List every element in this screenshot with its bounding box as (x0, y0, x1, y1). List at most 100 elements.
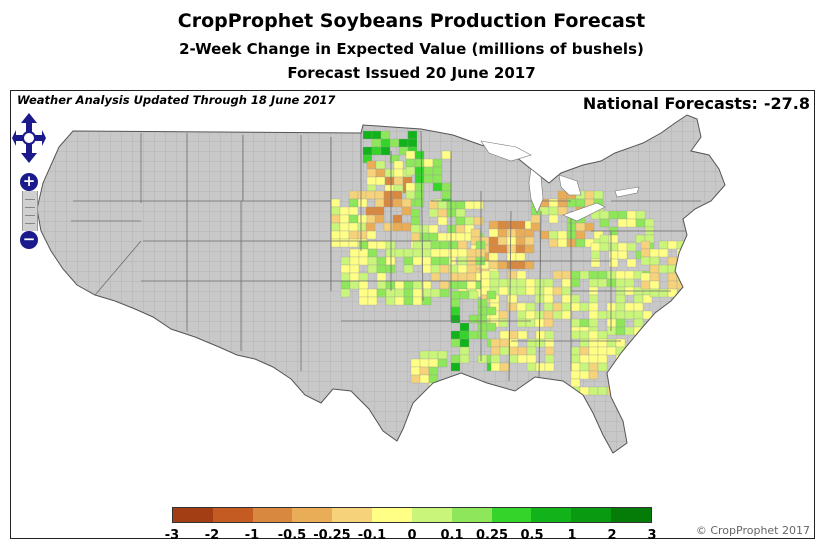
county-cell (365, 206, 376, 216)
legend-color-bar (172, 507, 652, 523)
county-cell (579, 354, 590, 364)
county-cell (459, 322, 470, 332)
county-cell (499, 338, 510, 348)
county-cell (441, 190, 452, 200)
county-cell (430, 288, 441, 298)
county-cell (649, 256, 660, 266)
county-cell (339, 230, 350, 240)
county-cell (330, 206, 341, 216)
legend-swatch (252, 508, 293, 522)
county-cell (488, 236, 499, 246)
county-cell (497, 228, 508, 238)
county-cell (507, 270, 518, 280)
county-cell (566, 238, 577, 248)
county-cell (446, 208, 457, 218)
county-cell (606, 326, 617, 336)
county-cell (490, 346, 501, 356)
county-cell (439, 256, 450, 266)
county-cell (552, 302, 563, 312)
county-cell (517, 330, 528, 340)
pan-center-icon[interactable] (22, 131, 36, 145)
county-cell (579, 338, 590, 348)
county-cell (624, 310, 635, 320)
legend-swatch (451, 508, 492, 522)
county-cell (392, 198, 403, 208)
county-cell (588, 318, 599, 328)
county-cell (468, 330, 479, 340)
map-frame[interactable]: Weather Analysis Updated Through 18 June… (10, 90, 815, 539)
county-cell (394, 280, 405, 290)
county-cell (570, 346, 581, 356)
county-cell (506, 252, 517, 262)
county-cell (588, 370, 599, 380)
county-cell (498, 310, 509, 320)
pan-control[interactable] (12, 111, 46, 165)
county-cell (498, 286, 509, 296)
county-cell (367, 264, 378, 274)
county-cell (489, 278, 500, 288)
conus-land (37, 115, 725, 453)
county-cell (348, 230, 359, 240)
conus-outline (36, 114, 726, 454)
county-cell (357, 222, 368, 232)
county-cell (358, 280, 369, 290)
county-cell (376, 240, 387, 250)
zoom-out-button[interactable]: − (20, 231, 38, 249)
county-cell (526, 362, 537, 372)
legend-swatch (491, 508, 532, 522)
county-cell (410, 208, 421, 218)
legend-tick-label: 0 (407, 528, 417, 543)
county-cell (570, 318, 581, 328)
county-cell (608, 258, 619, 268)
county-cell (597, 386, 608, 396)
county-cell (473, 200, 484, 210)
county-cell (507, 294, 518, 304)
county-cell (588, 294, 599, 304)
lake-ontario (614, 186, 640, 198)
county-cell (374, 206, 385, 216)
county-cell (392, 214, 403, 224)
county-cell (466, 264, 477, 274)
county-cell (530, 214, 541, 224)
county-cell (393, 160, 404, 170)
county-cell (516, 318, 527, 328)
county-cell (410, 374, 421, 384)
county-cell (466, 272, 477, 282)
legend-tick-label: -1 (244, 528, 260, 543)
county-cell (340, 264, 351, 274)
county-cell (606, 302, 617, 312)
county-cell (450, 306, 461, 316)
county-cell (367, 288, 378, 298)
county-cell (658, 240, 669, 250)
county-cell (414, 150, 425, 160)
county-cell (448, 280, 459, 290)
county-cell (597, 362, 608, 372)
us-county-map[interactable] (11, 91, 815, 539)
county-cell (430, 264, 441, 274)
county-cell (466, 248, 477, 258)
county-cell (640, 280, 651, 290)
county-cell (450, 290, 461, 300)
county-cell (548, 198, 559, 208)
county-cell (599, 242, 610, 252)
county-cell (475, 240, 486, 250)
county-cell (615, 294, 626, 304)
county-cell (544, 362, 555, 372)
zoom-in-button[interactable]: + (20, 173, 38, 191)
county-cell (606, 310, 617, 320)
county-cell (477, 306, 488, 316)
county-cell (624, 326, 635, 336)
state-border (94, 240, 142, 296)
county-cell (384, 168, 395, 178)
county-cell (419, 366, 430, 376)
county-cell (685, 264, 696, 274)
legend-swatch (332, 508, 373, 522)
zoom-slider[interactable] (22, 191, 38, 231)
county-cell (340, 280, 351, 290)
county-cell (468, 314, 479, 324)
county-cell (486, 306, 497, 316)
county-cell (376, 288, 387, 298)
county-cell (349, 280, 360, 290)
county-cell (421, 256, 432, 266)
county-cell (448, 240, 459, 250)
